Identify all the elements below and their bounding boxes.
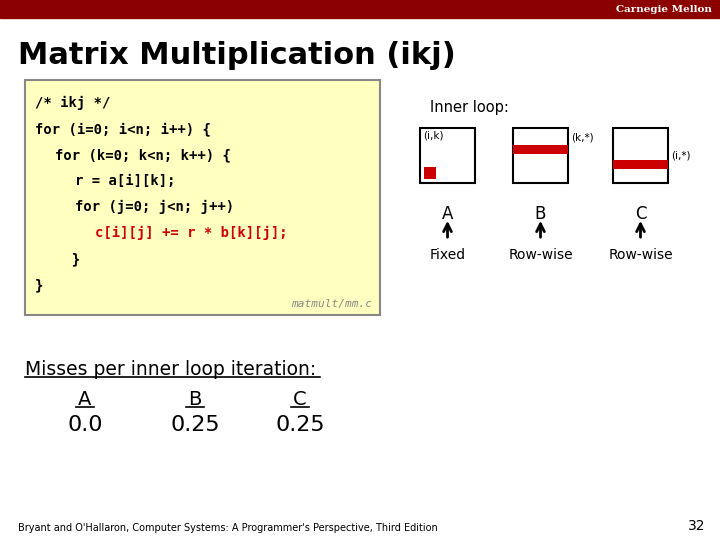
Bar	[420, 128, 475, 183]
Text: Fixed: Fixed	[429, 248, 466, 262]
Text: A: A	[78, 390, 91, 409]
Text: c[i][j] += r * b[k][j];: c[i][j] += r * b[k][j];	[95, 226, 287, 240]
Text: 0.25: 0.25	[170, 415, 220, 435]
Bar	[25, 80, 380, 315]
Text: 32: 32	[688, 519, 705, 533]
Bar	[613, 128, 668, 183]
Text: (k,*): (k,*)	[571, 132, 593, 142]
Text: Inner loop:: Inner loop:	[430, 100, 509, 115]
Text: B: B	[535, 205, 546, 223]
Text: for (k=0; k<n; k++) {: for (k=0; k<n; k++) {	[55, 148, 231, 162]
Text: r = a[i][k];: r = a[i][k];	[75, 174, 176, 188]
Text: Row-wise: Row-wise	[608, 248, 672, 262]
Text: Matrix Multiplication (ikj): Matrix Multiplication (ikj)	[18, 40, 456, 70]
Text: for (i=0; i<n; i++) {: for (i=0; i<n; i++) {	[35, 122, 211, 136]
Bar	[0, 0, 720, 18]
Text: A: A	[442, 205, 453, 223]
Bar	[424, 167, 436, 179]
Text: 0.25: 0.25	[275, 415, 325, 435]
Text: matmult/mm.c: matmult/mm.c	[291, 299, 372, 309]
Text: B: B	[189, 390, 202, 409]
Text: }: }	[55, 252, 80, 266]
Text: /* ikj */: /* ikj */	[35, 96, 110, 110]
Text: for (j=0; j<n; j++): for (j=0; j<n; j++)	[75, 200, 234, 214]
Text: Bryant and O'Hallaron, Computer Systems: A Programmer's Perspective, Third Editi: Bryant and O'Hallaron, Computer Systems:…	[18, 523, 438, 533]
Text: (i,k): (i,k)	[423, 131, 444, 141]
Text: Row-wise: Row-wise	[508, 248, 573, 262]
Bar	[513, 145, 568, 153]
Bar	[613, 160, 668, 169]
Text: Misses per inner loop iteration:: Misses per inner loop iteration:	[25, 360, 316, 379]
Text: 0.0: 0.0	[67, 415, 103, 435]
Text: C: C	[293, 390, 307, 409]
Text: }: }	[35, 278, 43, 292]
Text: (i,*): (i,*)	[671, 151, 690, 160]
Bar	[513, 128, 568, 183]
Text: Carnegie Mellon: Carnegie Mellon	[616, 4, 712, 14]
Text: C: C	[635, 205, 647, 223]
